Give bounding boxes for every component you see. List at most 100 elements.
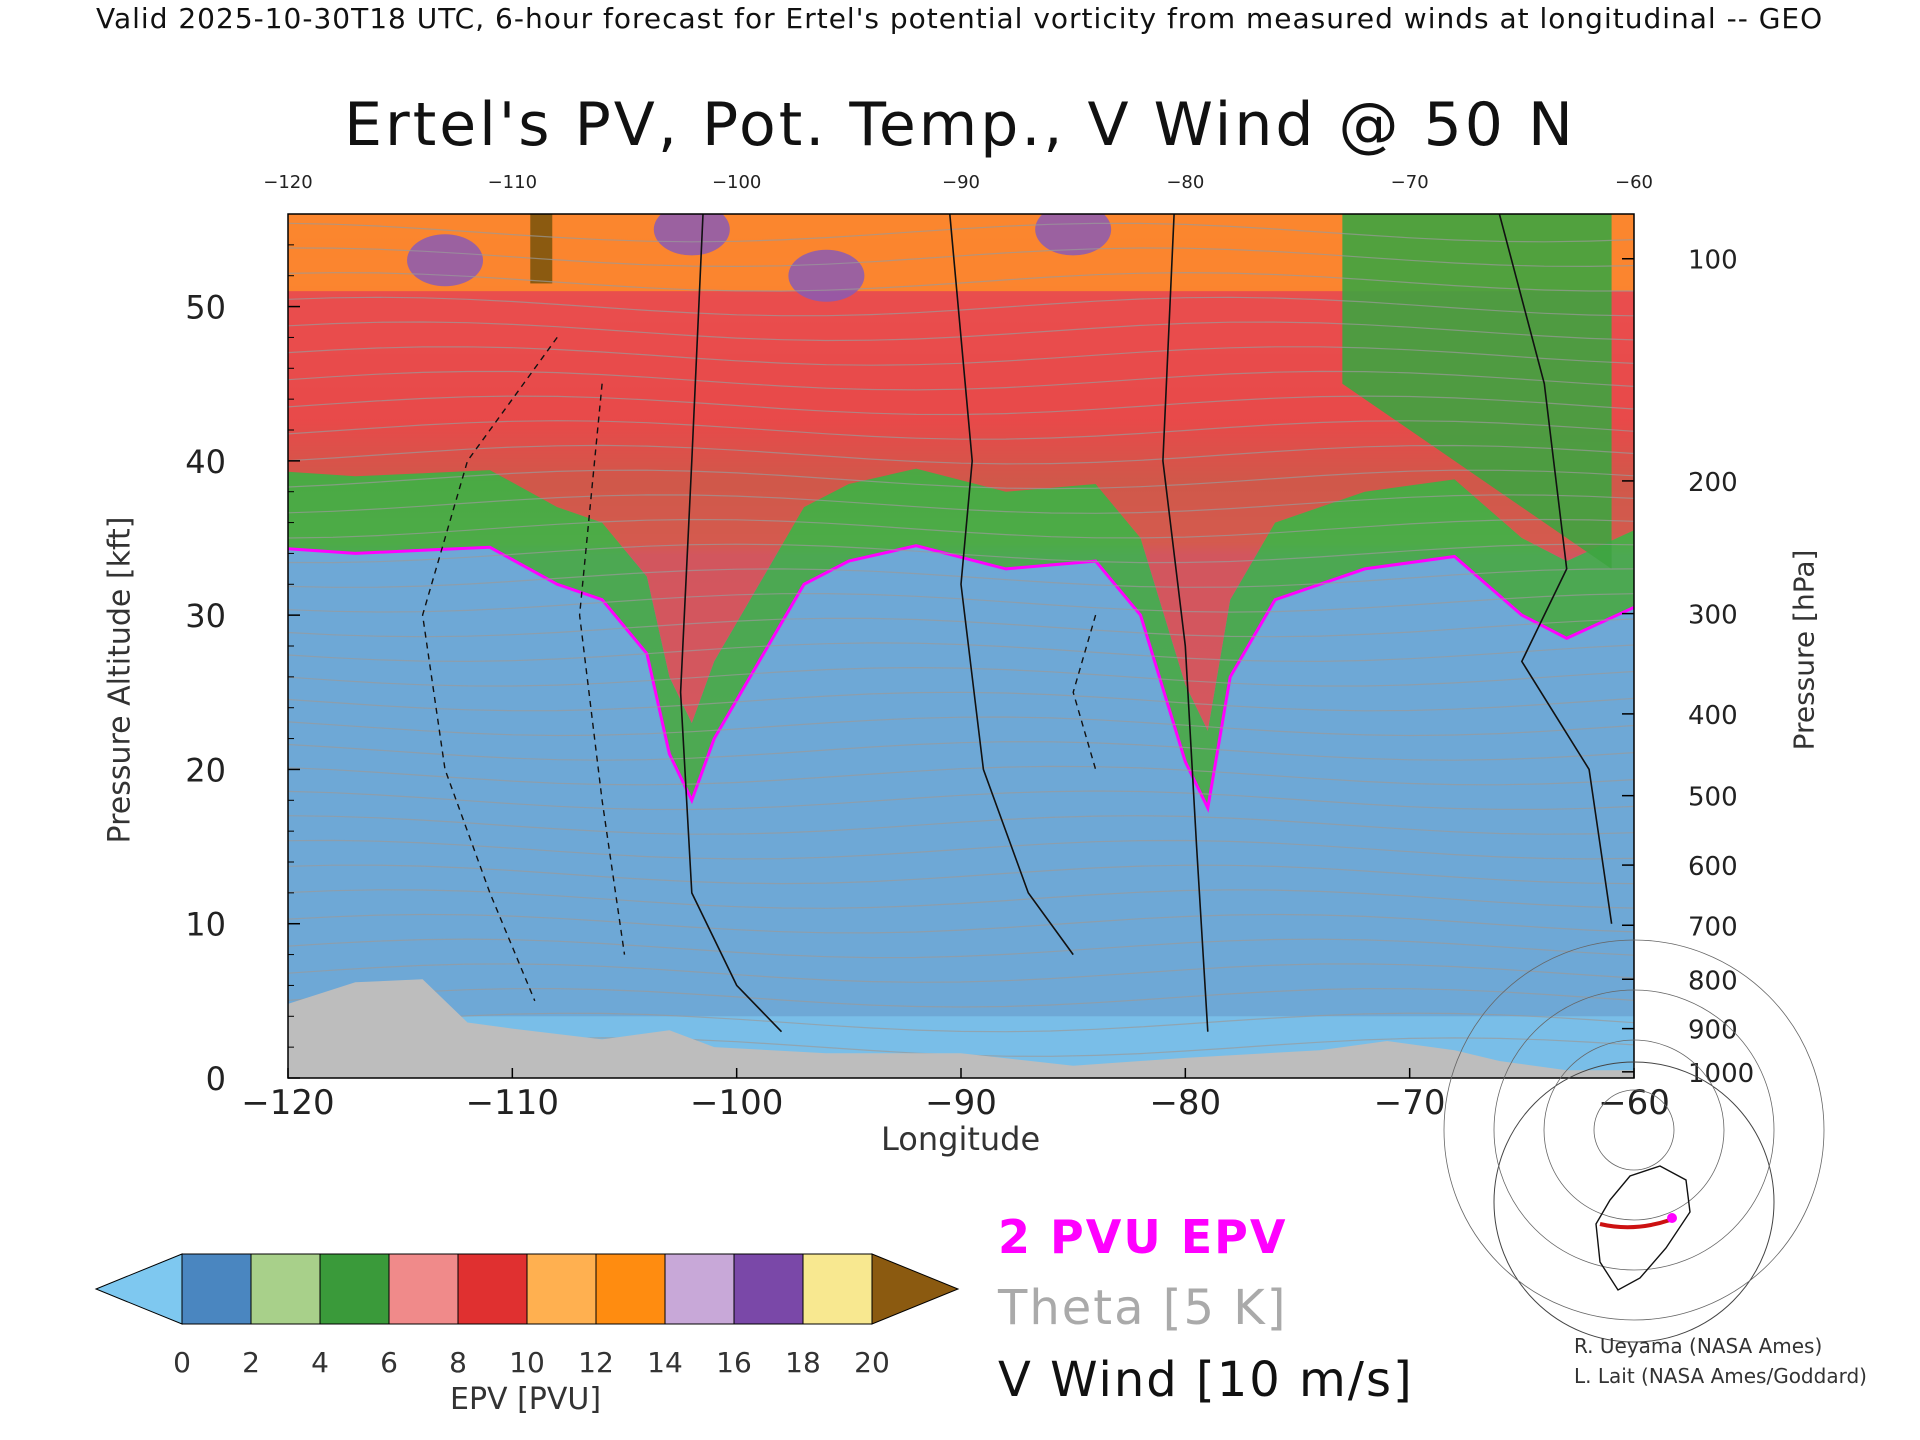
- theta-contour: [288, 642, 1634, 663]
- pressure-tick-label: 700: [1688, 912, 1738, 942]
- x-tick-label: −70: [1374, 1083, 1446, 1123]
- colorbar-tick-label: 18: [785, 1346, 821, 1379]
- pressure-tick-label: 500: [1688, 783, 1738, 813]
- colorbar-swatch: [664, 1253, 735, 1325]
- x-top-tick-label: −60: [1615, 172, 1653, 193]
- v-wind-contour: [1162, 214, 1209, 1032]
- colorbar-tick-label: 14: [647, 1346, 683, 1379]
- theta-contour: [288, 864, 1634, 885]
- theta-contour: [288, 222, 1634, 243]
- pressure-tick-label: 800: [1688, 966, 1738, 996]
- x-tick-label: −120: [241, 1083, 334, 1123]
- tropopause-2pvu-line: [288, 544, 1634, 813]
- y-tick-label: 40: [185, 443, 226, 481]
- theta-contour: [288, 765, 1634, 786]
- pv-purple-patch: [1035, 214, 1112, 256]
- v-wind-contour: [949, 214, 1074, 956]
- map-coastline: [1595, 1165, 1691, 1291]
- colorbar-swatch: [319, 1253, 390, 1325]
- pv-troposphere: [288, 545, 1634, 1078]
- v-wind-contour: [1498, 214, 1613, 924]
- theta-contour: [288, 938, 1634, 959]
- pressure-tick-label: 200: [1688, 468, 1738, 498]
- v-wind-contour-negative: [1072, 614, 1097, 770]
- theta-contour: [288, 518, 1634, 539]
- pv-purple-patch: [788, 249, 865, 302]
- theta-contour: [288, 346, 1634, 366]
- colorbar-tick-label: 16: [716, 1346, 752, 1379]
- colorbar-swatch: [802, 1253, 873, 1325]
- theta-contour: [288, 839, 1634, 860]
- y-tick-label: 20: [185, 751, 226, 789]
- legend-pv: 2 PVU EPV: [998, 1210, 1288, 1264]
- theta-contour: [288, 370, 1634, 391]
- theta-contour: [288, 296, 1634, 317]
- theta-contour: [288, 420, 1634, 440]
- theta-contour: [288, 444, 1634, 465]
- x-top-tick-label: −100: [712, 172, 761, 193]
- theta-contour: [288, 469, 1634, 490]
- colorbar-swatch: [457, 1253, 528, 1325]
- x-tick-label: −110: [466, 1083, 559, 1123]
- chart-title: Ertel's PV, Pot. Temp., V Wind @ 50 N: [344, 90, 1576, 160]
- theta-contour: [288, 592, 1634, 613]
- colorbar-swatch: [181, 1253, 252, 1325]
- y-tick-label: 0: [206, 1060, 226, 1098]
- locator-map: [1443, 939, 1825, 1343]
- x-top-tick-label: −110: [488, 172, 537, 193]
- colorbar-tick-label: 0: [173, 1346, 191, 1379]
- v-wind-contour-negative: [578, 383, 626, 955]
- pressure-tick-label: 300: [1688, 601, 1738, 631]
- pv-purple-patch: [407, 234, 484, 287]
- theta-contour: [288, 716, 1634, 737]
- map-outline: [1493, 1061, 1775, 1343]
- colorbar-tick-label: 8: [449, 1346, 467, 1379]
- colorbar-over-arrow: [871, 1253, 960, 1325]
- theta-contour: [288, 494, 1634, 514]
- pressure-tick-label: 600: [1688, 852, 1738, 882]
- colorbar-tick-label: 10: [509, 1346, 545, 1379]
- terrain: [288, 979, 1634, 1078]
- x-tick-label: −60: [1598, 1083, 1670, 1123]
- map-cross-section-line: [1599, 1218, 1671, 1230]
- colorbar-swatch: [250, 1253, 321, 1325]
- colorbar-tick-label: 20: [854, 1346, 890, 1379]
- theta-contour: [288, 815, 1634, 835]
- x-tick-label: −90: [925, 1083, 997, 1123]
- pressure-tick-label: 400: [1688, 701, 1738, 731]
- map-latitude-circle: [1443, 939, 1825, 1321]
- x-top-tick-label: −80: [1166, 172, 1204, 193]
- theta-contour: [288, 1012, 1634, 1033]
- theta-contour: [288, 666, 1634, 687]
- pressure-tick-label: 1000: [1688, 1059, 1754, 1089]
- pressure-tick-label: 100: [1688, 246, 1738, 276]
- colorbar-swatch: [733, 1253, 804, 1325]
- legend-theta: Theta [5 K]: [998, 1280, 1288, 1336]
- map-frame: [1536, 1150, 1732, 1296]
- map-latitude-circle: [1543, 1039, 1725, 1221]
- legend-wind: V Wind [10 m/s]: [998, 1352, 1414, 1408]
- map-latitude-circle: [1593, 1089, 1675, 1171]
- colorbar-under-arrow: [94, 1253, 183, 1325]
- header-text: Valid 2025-10-30T18 UTC, 6-hour forecast…: [96, 2, 1824, 35]
- y-tick-label: 50: [185, 289, 226, 327]
- colorbar-swatch: [526, 1253, 597, 1325]
- pv-green-band: [288, 468, 1634, 808]
- colorbar-swatch: [388, 1253, 459, 1325]
- y-tick-label: 30: [185, 597, 226, 635]
- theta-contour: [288, 889, 1634, 909]
- colorbar-tick-label: 4: [311, 1346, 329, 1379]
- y2-axis-label: Pressure [hPa]: [1787, 549, 1821, 751]
- theta-contour: [288, 691, 1634, 712]
- pv-brown-patch: [530, 214, 553, 284]
- map-features: [1443, 939, 1825, 1321]
- theta-contour: [288, 271, 1634, 292]
- x-tick-label: −100: [690, 1083, 783, 1123]
- theta-contour: [288, 395, 1634, 416]
- colorbar-tick-label: 12: [578, 1346, 614, 1379]
- plot-area: [288, 214, 1634, 1078]
- x-top-tick-label: −90: [942, 172, 980, 193]
- colorbar-tick-label: 6: [380, 1346, 398, 1379]
- map-latitude-circle: [1493, 989, 1775, 1271]
